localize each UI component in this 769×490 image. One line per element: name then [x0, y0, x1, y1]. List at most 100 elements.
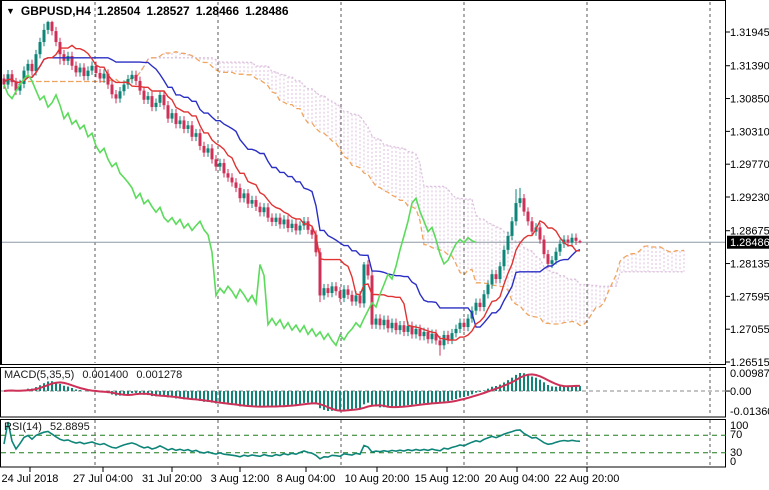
candle-body [486, 284, 490, 295]
symbol-dropdown-arrow-icon[interactable]: ▼ [6, 6, 15, 16]
candle-body [478, 302, 482, 307]
candle-body [206, 148, 210, 153]
current-price-tag: 1.28486 [727, 235, 769, 249]
candle-body [454, 328, 458, 334]
candle-body [298, 225, 302, 231]
candle-body [450, 333, 454, 340]
candle-body [98, 73, 102, 79]
candle-body [558, 243, 562, 252]
candle-body [82, 67, 86, 77]
candle-body [514, 203, 518, 222]
candle-body [110, 84, 114, 95]
candle-body [202, 145, 206, 153]
candle-body [10, 74, 14, 83]
main-pane-border [0, 0, 726, 365]
rsi-axis-label: 70 [730, 429, 742, 441]
candle-body [218, 162, 222, 167]
macd-value-main: 0.001400 [82, 369, 129, 381]
price-tick-label: 1.29770 [730, 159, 769, 171]
price-axis[interactable]: 1.31945 1.31390 1.30850 1.30310 1.29770 1.292… [726, 27, 769, 369]
rsi-axis-label: 0 [730, 456, 736, 468]
price-tick-label: 1.31945 [730, 27, 769, 39]
candle-body [50, 21, 54, 32]
price-tick-label: 1.30310 [730, 126, 769, 138]
time-tick-label: 3 Aug 12:00 [211, 473, 270, 485]
candle-body [550, 260, 554, 264]
candle-body [430, 333, 434, 340]
candle-body [230, 177, 234, 183]
price-tick-label: 1.26515 [730, 357, 769, 369]
candle-body [546, 254, 550, 264]
candle-body [378, 318, 382, 326]
candle-body [154, 102, 158, 108]
candle-body [390, 322, 394, 329]
candle-body [490, 274, 494, 285]
candle-body [122, 84, 126, 92]
rsi-axis-label: 100 [730, 420, 748, 432]
candle-body [426, 331, 430, 340]
candle-body [262, 207, 266, 213]
time-tick-label: 15 Aug 12:00 [415, 473, 480, 485]
candle-body [322, 288, 326, 296]
candle-body [2, 78, 6, 85]
time-tick-label: 10 Aug 20:00 [345, 473, 410, 485]
candle-body [362, 264, 366, 304]
time-tick-label: 20 Aug 04:00 [485, 473, 550, 485]
candle-body [350, 294, 354, 302]
candle-body [374, 318, 378, 325]
candle-body [130, 74, 134, 80]
candle-body [318, 252, 322, 296]
candle-body [570, 237, 574, 243]
candle-body [54, 31, 58, 43]
candle-body [78, 67, 82, 73]
price-tick-label: 1.27595 [730, 291, 769, 303]
candle-body [210, 148, 214, 160]
time-axis[interactable]: 24 Jul 2018 27 Jul 04:00 31 Jul 20:00 3 Aug… [2, 467, 620, 486]
rsi-pane-border [0, 419, 726, 468]
candle-body [418, 328, 422, 337]
candle-body [518, 198, 522, 204]
candle-body [554, 251, 558, 261]
chikou-span-line [3, 73, 477, 347]
macd-name: MACD(5,35,5) [4, 369, 75, 381]
time-tick-label: 31 Jul 20:00 [142, 473, 202, 485]
candle-body [282, 219, 286, 225]
candle-body [530, 221, 534, 232]
candle-body [370, 275, 374, 325]
candle-body [102, 73, 106, 79]
symbol-timeframe-label: GBPUSD,H4 [20, 4, 91, 18]
price-tick-label: 1.28675 [730, 226, 769, 238]
quote-high: 1.28527 [146, 4, 190, 18]
time-tick-label: 22 Aug 20:00 [555, 473, 620, 485]
tenkan-sen-line [3, 44, 580, 341]
candle-body [274, 217, 278, 222]
candle-body [106, 73, 110, 85]
candle-body [142, 90, 146, 100]
price-tick-label: 1.31390 [730, 61, 769, 73]
time-tick-label: 8 Aug 04:00 [277, 473, 336, 485]
macd-indicator-label: MACD(5,35,5) 0.001400 0.001278 [4, 369, 187, 381]
candle-body [446, 334, 450, 340]
candle-body [498, 266, 502, 280]
macd-axis[interactable]: 0.00987 0.00 -0.013601 [726, 368, 769, 418]
candle-body [542, 239, 546, 255]
candle-body [238, 187, 242, 199]
candle-body [278, 217, 282, 225]
senkou-span-b-line [4, 57, 684, 287]
candle-body [162, 94, 166, 106]
candle-body [386, 319, 390, 329]
candle-body [254, 200, 258, 207]
candle-body [294, 223, 298, 231]
candle-body [114, 94, 118, 99]
rsi-indicator-label: RSI(14) 52.8895 [4, 421, 95, 433]
price-tick-label: 1.29230 [730, 192, 769, 204]
rsi-name: RSI(14) [4, 421, 42, 433]
candle-body [46, 21, 50, 30]
macd-value-signal: 0.001278 [136, 369, 183, 381]
candle-body [242, 193, 246, 199]
current-price-label: 1.28486 [730, 237, 769, 249]
kijun-sen-line [3, 57, 581, 328]
grid-lines [94, 2, 711, 466]
